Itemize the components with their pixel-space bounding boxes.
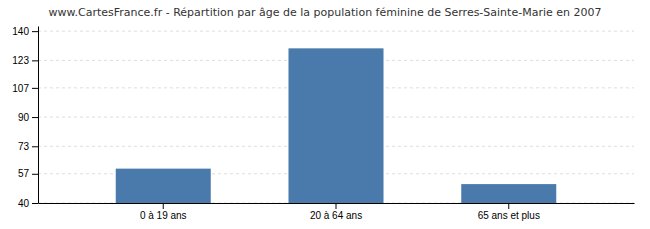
x-tick-label: 0 à 19 ans	[140, 210, 187, 221]
grid-line	[38, 31, 634, 32]
grid	[38, 31, 634, 203]
y-tick: 107	[12, 83, 38, 94]
y-tick-mark	[32, 174, 38, 175]
y-tick: 140	[12, 26, 38, 37]
y-tick-label: 140	[12, 26, 29, 37]
y-tick-mark	[32, 203, 38, 204]
x-tick: 0 à 19 ans	[140, 203, 187, 221]
x-tick-label: 20 à 64 ans	[310, 210, 362, 221]
y-axis: 40 57 73 90 107 123 140	[12, 26, 38, 209]
y-tick: 123	[12, 55, 38, 66]
y-tick-mark	[32, 60, 38, 61]
bar	[288, 48, 383, 203]
x-tick-mark	[336, 203, 337, 209]
x-tick-mark	[508, 203, 509, 209]
chart: www.CartesFrance.fr - Répartition par âg…	[0, 0, 650, 229]
y-tick: 40	[18, 198, 38, 209]
y-tick-label: 57	[18, 168, 30, 179]
plot: 40 57 73 90 107 123 140 0 à 19 ans 20 à 64 ans 65…	[12, 26, 634, 221]
bars	[116, 48, 557, 203]
y-tick-mark	[32, 146, 38, 147]
y-tick-label: 90	[18, 112, 30, 123]
y-axis-line	[38, 27, 39, 204]
bar	[461, 184, 556, 203]
y-tick-label: 73	[18, 141, 30, 152]
y-tick-label: 40	[18, 198, 30, 209]
y-tick-mark	[32, 88, 38, 89]
bar	[116, 169, 211, 203]
x-tick: 20 à 64 ans	[310, 203, 362, 221]
title: www.CartesFrance.fr - Répartition par âg…	[49, 6, 602, 19]
y-tick: 57	[18, 168, 38, 179]
y-tick-label: 123	[12, 55, 29, 66]
y-tick: 73	[18, 141, 38, 152]
y-tick-mark	[32, 31, 38, 32]
x-tick-label: 65 ans et plus	[478, 210, 540, 221]
x-axis: 0 à 19 ans 20 à 64 ans 65 ans et plus	[39, 203, 635, 221]
y-tick-mark	[32, 117, 38, 118]
x-tick: 65 ans et plus	[478, 203, 540, 221]
x-tick-mark	[163, 203, 164, 209]
y-tick-label: 107	[12, 83, 29, 94]
y-tick: 90	[18, 112, 38, 123]
